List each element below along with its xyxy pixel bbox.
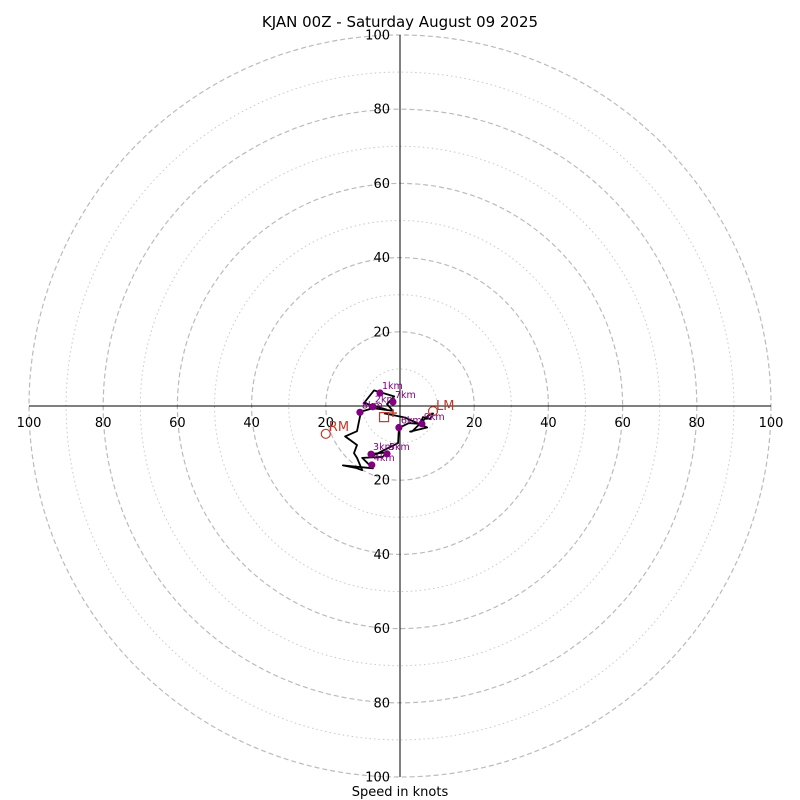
tick-label: 80 bbox=[373, 696, 390, 711]
tick-label: 80 bbox=[373, 103, 390, 118]
tick-label: 60 bbox=[373, 622, 390, 637]
x-axis-label: Speed in knots bbox=[352, 785, 449, 800]
tick-label: 20 bbox=[466, 416, 483, 431]
height-marker bbox=[368, 461, 376, 469]
tick-label: 20 bbox=[373, 325, 390, 340]
mean-wind-marker bbox=[378, 412, 390, 423]
height-marker-label: 6km bbox=[401, 416, 422, 427]
height-marker-label: 4km bbox=[374, 453, 395, 464]
height-marker bbox=[369, 403, 377, 411]
tick-label: 100 bbox=[759, 416, 784, 431]
height-marker bbox=[356, 408, 364, 416]
tick-label: 20 bbox=[373, 474, 390, 489]
shear-vector-marker bbox=[388, 409, 397, 418]
tick-label: 40 bbox=[243, 416, 260, 431]
tick-label: 40 bbox=[373, 548, 390, 563]
height-marker-label: 5km bbox=[389, 442, 410, 453]
storm-motion-label: RM bbox=[329, 420, 349, 435]
tick-label: 100 bbox=[17, 416, 42, 431]
height-marker-label: 9km bbox=[424, 412, 445, 423]
tick-label: 40 bbox=[540, 416, 557, 431]
tick-label: 100 bbox=[365, 771, 390, 786]
height-marker-label: 3km bbox=[373, 442, 394, 453]
tick-label: 60 bbox=[169, 416, 186, 431]
axes bbox=[29, 35, 771, 777]
tick-label: 20 bbox=[318, 416, 335, 431]
storm-motion-label: LM bbox=[436, 399, 454, 414]
tick-label: 60 bbox=[614, 416, 631, 431]
height-marker bbox=[395, 423, 403, 432]
storm-motion-markers: RM LM bbox=[320, 399, 454, 439]
tick-labels: 100 80 60 40 20 20 40 60 80 100 100 80 60 40 20 20 40 60 8… bbox=[17, 29, 784, 786]
chart-title: KJAN 00Z - Saturday August 09 2025 bbox=[262, 13, 538, 31]
height-marker-label: 2km bbox=[375, 395, 396, 406]
height-marker bbox=[367, 450, 375, 458]
tick-label: 40 bbox=[373, 251, 390, 266]
height-marker bbox=[383, 450, 391, 458]
storm-motion-marker bbox=[320, 428, 331, 439]
height-marker-label: 7km bbox=[395, 390, 416, 401]
height-marker bbox=[389, 398, 397, 406]
height-marker bbox=[376, 389, 384, 397]
height-marker-label: 8km bbox=[362, 400, 383, 411]
storm-motion-marker bbox=[427, 406, 439, 417]
height-marker bbox=[418, 420, 426, 428]
height-marker-label: 1km bbox=[382, 381, 403, 392]
tick-label: 80 bbox=[95, 416, 112, 431]
tick-label: 60 bbox=[373, 177, 390, 192]
tick-label: 100 bbox=[365, 29, 390, 44]
tick-label: 80 bbox=[689, 416, 706, 431]
